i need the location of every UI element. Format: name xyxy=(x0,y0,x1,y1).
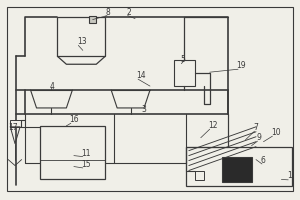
Text: 6: 6 xyxy=(260,156,266,165)
Text: 16: 16 xyxy=(69,115,79,124)
Bar xyxy=(10,120,21,127)
Bar xyxy=(40,126,105,179)
Text: 8: 8 xyxy=(105,8,110,17)
Text: 3: 3 xyxy=(141,105,146,114)
Bar xyxy=(89,16,96,23)
Bar xyxy=(186,147,292,186)
Text: 7: 7 xyxy=(253,123,258,132)
Text: 4: 4 xyxy=(50,82,55,91)
Bar xyxy=(195,171,204,180)
Text: 2: 2 xyxy=(126,8,131,17)
Text: 11: 11 xyxy=(81,149,91,158)
Text: 9: 9 xyxy=(256,133,261,142)
Text: 17: 17 xyxy=(8,123,18,132)
Text: 15: 15 xyxy=(81,160,91,169)
Text: 1: 1 xyxy=(287,171,292,180)
Text: 10: 10 xyxy=(271,128,281,137)
Text: 12: 12 xyxy=(208,121,218,130)
Bar xyxy=(174,60,195,86)
Text: 5: 5 xyxy=(180,55,185,64)
Text: 14: 14 xyxy=(136,71,146,80)
Bar xyxy=(57,17,105,56)
Bar xyxy=(222,157,251,182)
Text: 19: 19 xyxy=(237,61,246,70)
Text: 13: 13 xyxy=(77,37,86,46)
